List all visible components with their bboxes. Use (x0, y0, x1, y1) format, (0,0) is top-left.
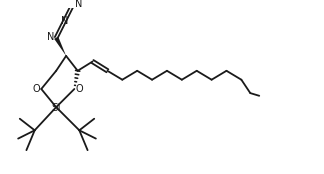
Text: N: N (61, 16, 68, 26)
Text: Si: Si (52, 103, 61, 113)
Text: O: O (76, 84, 84, 94)
Polygon shape (54, 37, 66, 56)
Text: O: O (32, 84, 40, 94)
Text: N: N (47, 32, 54, 42)
Text: N: N (75, 0, 82, 9)
